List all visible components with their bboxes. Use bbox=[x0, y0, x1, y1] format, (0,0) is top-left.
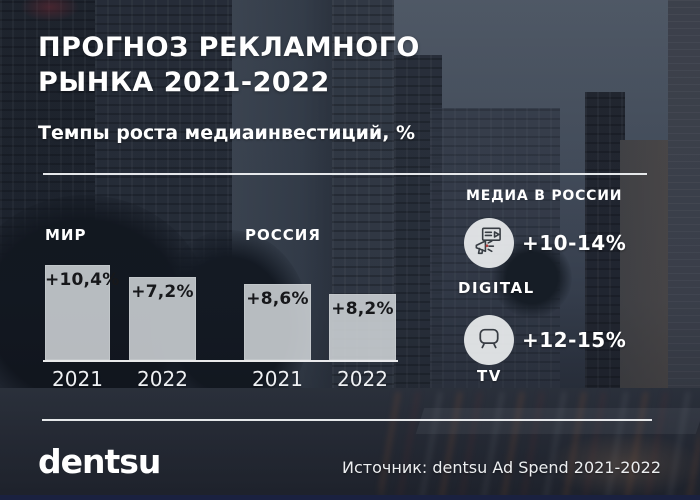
digital-label: DIGITAL bbox=[458, 279, 535, 297]
page-subtitle: Темпы роста медиаинвестиций, % bbox=[38, 122, 416, 144]
bar-value-label: +8,2% bbox=[331, 299, 394, 319]
page-title: ПРОГНОЗ РЕКЛАМНОГО РЫНКА 2021-2022 bbox=[38, 30, 420, 100]
source-text: Источник: dentsu Ad Spend 2021-2022 bbox=[342, 458, 661, 477]
page-title-line1: ПРОГНОЗ РЕКЛАМНОГО bbox=[38, 32, 420, 63]
digital-growth-range: +10-14% bbox=[522, 231, 627, 255]
chart-group-label-russia: РОССИЯ bbox=[245, 226, 321, 244]
top-divider bbox=[43, 173, 647, 175]
chart-group-label-world: МИР bbox=[45, 226, 87, 244]
media-panel-heading: МЕДИА В РОССИИ bbox=[466, 188, 623, 204]
bar-1: +10,4% bbox=[45, 265, 120, 360]
bar-year-label: 2022 bbox=[337, 367, 388, 391]
tv-label: TV bbox=[477, 367, 502, 385]
tv-icon bbox=[470, 319, 508, 361]
bar-year-label: 2021 bbox=[52, 367, 103, 391]
bar-3: +8,6% bbox=[244, 284, 311, 360]
bottom-divider bbox=[42, 419, 652, 421]
bar-2: +7,2% bbox=[129, 277, 196, 360]
digital-ad-icon bbox=[470, 222, 508, 264]
digital-icon-circle bbox=[464, 218, 514, 268]
tv-growth-range: +12-15% bbox=[522, 328, 627, 352]
dentsu-logo: dentsu bbox=[38, 442, 161, 481]
bar-year-label: 2021 bbox=[252, 367, 303, 391]
tv-icon-circle bbox=[464, 315, 514, 365]
bar-chart: МИР РОССИЯ +10,4% 2021 +7,2% 2022 +8,6% 2021 +… bbox=[43, 226, 398, 391]
bar-year-label: 2022 bbox=[137, 367, 188, 391]
page-title-line2: РЫНКА 2021-2022 bbox=[38, 67, 330, 98]
bottom-accent-strip bbox=[0, 495, 700, 500]
bar-4: +8,2% bbox=[329, 294, 396, 360]
bar-value-label: +8,6% bbox=[246, 289, 309, 309]
chart-baseline bbox=[43, 360, 398, 362]
bar-value-label: +7,2% bbox=[131, 282, 194, 302]
bar-value-label: +10,4% bbox=[45, 270, 120, 290]
